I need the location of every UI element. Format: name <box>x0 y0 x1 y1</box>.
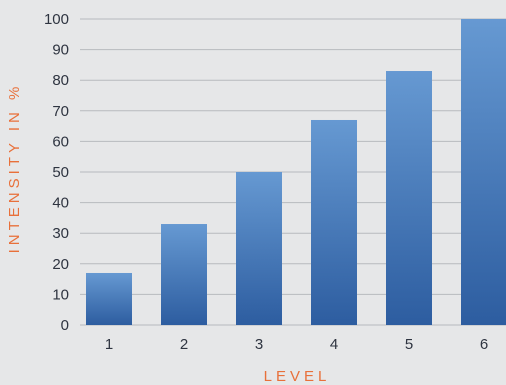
bar-level-4 <box>311 119 357 325</box>
y-axis-title: INTENSITY IN % <box>6 83 23 254</box>
x-tick-labels: 1 2 3 4 5 6 <box>105 336 488 353</box>
y-tick-label: 50 <box>52 164 69 181</box>
x-axis-title: LEVEL <box>264 368 331 385</box>
y-tick-label: 0 <box>61 317 69 334</box>
y-tick-label: 100 <box>44 11 69 28</box>
y-tick-labels: 0 10 20 30 40 50 60 70 80 90 100 <box>44 11 69 334</box>
bar-level-2 <box>161 224 207 325</box>
bars <box>86 19 506 326</box>
x-tick-label: 4 <box>330 336 338 353</box>
y-tick-label: 90 <box>52 42 69 59</box>
bar-level-6 <box>461 19 506 325</box>
y-tick-label: 20 <box>52 256 69 273</box>
x-tick-label: 3 <box>255 336 263 353</box>
bar-level-1 <box>86 272 132 325</box>
x-tick-label: 5 <box>405 336 413 353</box>
x-tick-label: 1 <box>105 336 113 353</box>
y-tick-label: 60 <box>52 133 69 150</box>
gridlines <box>80 18 506 326</box>
bar-level-5 <box>386 71 432 326</box>
y-tick-label: 70 <box>52 103 69 120</box>
x-tick-label: 2 <box>180 336 188 353</box>
y-tick-label: 10 <box>52 286 69 303</box>
y-tick-label: 30 <box>52 225 69 242</box>
y-tick-label: 40 <box>52 195 69 212</box>
bar-level-3 <box>236 172 282 325</box>
x-tick-label: 6 <box>480 336 488 353</box>
y-tick-label: 80 <box>52 72 69 89</box>
